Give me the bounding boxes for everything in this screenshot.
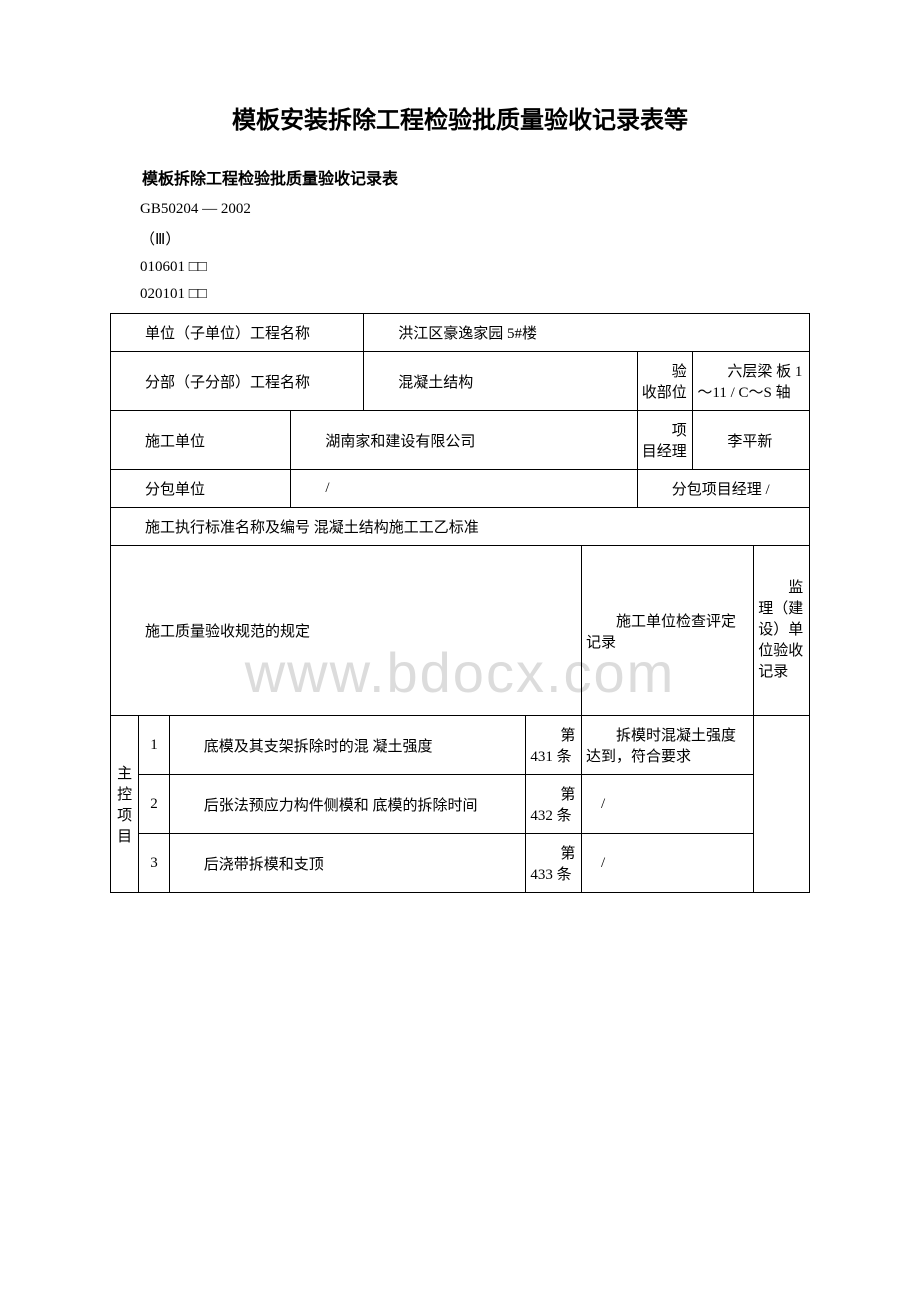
table-row: 施工执行标准名称及编号 混凝土结构施工工乙标准 xyxy=(111,508,810,546)
accept-part-label: 验收部位 xyxy=(637,352,693,411)
sub-pm-cell: 分包项目经理 / xyxy=(637,470,809,508)
accept-part-value: 六层梁 板 1～11 / C～S 轴 xyxy=(693,352,810,411)
inspection-table: 单位（子单位）工程名称 洪江区豪逸家园 5#楼 分部（子分部）工程名称 混凝土结… xyxy=(110,313,810,893)
pm-value: 李平新 xyxy=(693,411,810,470)
item-clause: 第 433 条 xyxy=(526,834,582,893)
pm-label: 项目经理 xyxy=(637,411,693,470)
subcontract-value: / xyxy=(291,470,637,508)
item-desc: 后张法预应力构件侧模和 底模的拆除时间 xyxy=(169,775,526,834)
unit-proj-value: 洪江区豪逸家园 5#楼 xyxy=(364,314,810,352)
construct-unit-value: 湖南家和建设有限公司 xyxy=(291,411,637,470)
meta-group: （Ⅲ） xyxy=(110,228,810,249)
supervise-cell xyxy=(754,716,810,893)
exec-standard: 施工执行标准名称及编号 混凝土结构施工工乙标准 xyxy=(111,508,810,546)
item-clause: 第 431 条 xyxy=(526,716,582,775)
table-row: 2 后张法预应力构件侧模和 底模的拆除时间 第 432 条 / xyxy=(111,775,810,834)
check-record-header: 施工单位检查评定记录 xyxy=(582,546,754,716)
item-desc: 底模及其支架拆除时的混 凝土强度 xyxy=(169,716,526,775)
main-control-label: 主控项目 xyxy=(111,716,139,893)
construct-unit-label: 施工单位 xyxy=(111,411,291,470)
sub-pm-value: / xyxy=(765,482,769,498)
spec-header: 施工质量验收规范的规定 xyxy=(111,546,582,716)
item-clause: 第 432 条 xyxy=(526,775,582,834)
document-subtitle: 模板拆除工程检验批质量验收记录表 xyxy=(110,165,810,189)
table-row: 施工质量验收规范的规定 施工单位检查评定记录 监理（建设）单位验收记录 xyxy=(111,546,810,716)
item-num: 1 xyxy=(139,716,169,775)
unit-proj-label: 单位（子单位）工程名称 xyxy=(111,314,364,352)
item-num: 3 xyxy=(139,834,169,893)
meta-standard: GB50204 — 2002 xyxy=(110,201,810,218)
item-result: / xyxy=(582,834,754,893)
item-result: 拆模时混凝土强度达到，符合要求 xyxy=(582,716,754,775)
table-row: 单位（子单位）工程名称 洪江区豪逸家园 5#楼 xyxy=(111,314,810,352)
sub-proj-value: 混凝土结构 xyxy=(364,352,637,411)
supervise-header: 监理（建设）单位验收记录 xyxy=(754,546,810,716)
meta-code1: 010601 □□ xyxy=(110,259,810,276)
table-row: 3 后浇带拆模和支顶 第 433 条 / xyxy=(111,834,810,893)
item-num: 2 xyxy=(139,775,169,834)
item-result: / xyxy=(582,775,754,834)
table-row: 分部（子分部）工程名称 混凝土结构 验收部位 六层梁 板 1～11 / C～S … xyxy=(111,352,810,411)
table-row: 主控项目 1 底模及其支架拆除时的混 凝土强度 第 431 条 拆模时混凝土强度… xyxy=(111,716,810,775)
meta-code2: 020101 □□ xyxy=(110,286,810,303)
subcontract-label: 分包单位 xyxy=(111,470,291,508)
item-desc: 后浇带拆模和支顶 xyxy=(169,834,526,893)
document-title: 模板安装拆除工程检验批质量验收记录表等 xyxy=(110,100,810,135)
sub-pm-label: 分包项目经理 xyxy=(672,482,762,498)
table-row: 施工单位 湖南家和建设有限公司 项目经理 李平新 xyxy=(111,411,810,470)
table-row: 分包单位 / 分包项目经理 / xyxy=(111,470,810,508)
sub-proj-label: 分部（子分部）工程名称 xyxy=(111,352,364,411)
